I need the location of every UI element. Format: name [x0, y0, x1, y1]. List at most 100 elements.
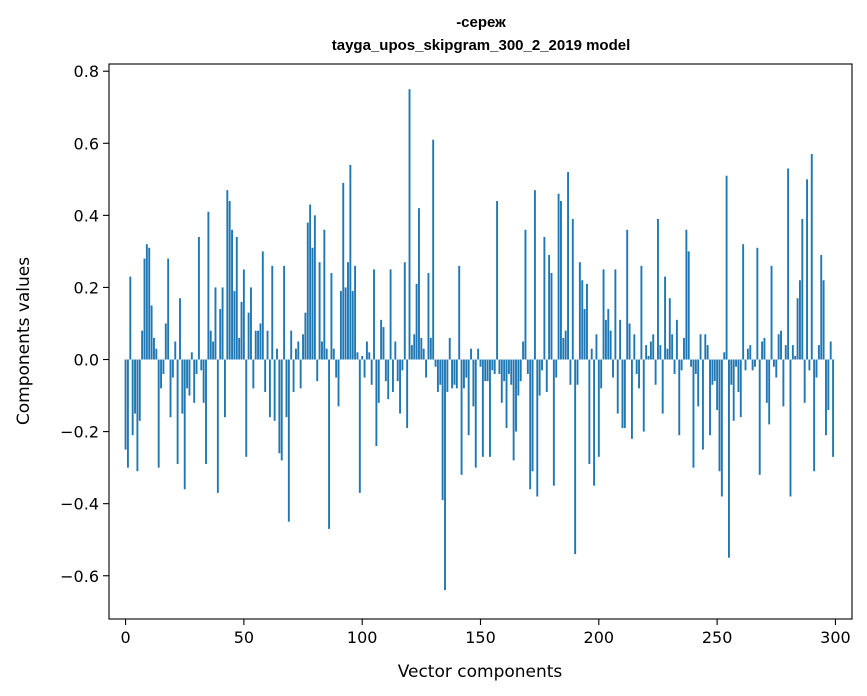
bar-231	[671, 334, 674, 360]
bar-179	[548, 255, 551, 360]
y-tick-label: 0.8	[74, 62, 99, 81]
bar-122	[413, 334, 416, 360]
bar-239	[690, 359, 693, 367]
bar-189	[571, 218, 574, 360]
bar-209	[619, 319, 622, 360]
x-tick-label: 100	[347, 628, 378, 647]
bar-290	[810, 154, 813, 360]
bar-107	[377, 359, 380, 403]
bar-176	[541, 359, 543, 371]
bar-204	[607, 309, 610, 360]
y-tick-label: −0.4	[60, 495, 99, 514]
bar-23	[179, 298, 181, 360]
bar-266	[754, 359, 756, 367]
bar-115	[396, 359, 399, 382]
bar-177	[543, 236, 546, 360]
bar-267	[756, 247, 759, 360]
bar-52	[247, 312, 250, 360]
bar-32	[200, 359, 203, 371]
bar-271	[765, 359, 768, 403]
bar-296	[825, 359, 827, 436]
bar-71	[292, 359, 295, 392]
bar-80	[313, 215, 316, 360]
bar-75	[302, 334, 304, 360]
bar-298	[829, 341, 832, 360]
bar-280	[787, 168, 790, 360]
bar-10	[148, 247, 151, 360]
bar-234	[678, 359, 681, 436]
bar-141	[458, 265, 461, 360]
bar-161	[505, 359, 508, 428]
bar-286	[801, 218, 804, 360]
bar-31	[197, 236, 200, 360]
bar-65	[278, 359, 281, 454]
bar-91	[339, 291, 342, 360]
bar-241	[694, 359, 697, 374]
bar-54	[252, 359, 255, 389]
bar-205	[609, 330, 612, 360]
bar-293	[817, 345, 820, 360]
bar-116	[399, 359, 401, 414]
bar-88	[332, 348, 335, 360]
bar-13	[155, 348, 158, 360]
x-tick-label: 250	[702, 628, 733, 647]
bar-150	[479, 359, 482, 367]
bar-25	[183, 359, 186, 490]
bar-186	[564, 330, 567, 360]
bar-182	[555, 359, 558, 378]
bar-142	[460, 359, 463, 475]
bar-192	[578, 262, 581, 360]
bar-145	[467, 359, 470, 436]
bar-7	[141, 330, 144, 360]
bar-276	[777, 334, 780, 360]
bar-58	[261, 251, 264, 360]
bar-221	[647, 355, 650, 360]
bar-211	[623, 359, 626, 428]
bar-206	[612, 359, 614, 378]
bar-185	[562, 337, 565, 360]
bar-24	[181, 359, 184, 414]
bar-169	[524, 229, 527, 360]
bar-268	[758, 359, 761, 475]
bar-117	[401, 359, 404, 371]
bar-82	[318, 262, 321, 360]
bar-200	[597, 359, 600, 457]
bar-218	[640, 265, 643, 360]
bar-196	[588, 359, 591, 465]
bar-163	[510, 359, 513, 385]
bar-197	[590, 348, 593, 360]
bar-240	[692, 359, 695, 468]
bar-14	[157, 359, 160, 468]
y-axis-label: Components values	[14, 257, 34, 425]
bar-97	[354, 265, 357, 360]
bar-43	[226, 190, 229, 360]
chart-title-line1: -сереж	[456, 14, 506, 31]
bar-18	[167, 258, 170, 360]
bar-57	[259, 323, 262, 360]
bar-45	[231, 229, 233, 360]
bar-245	[704, 334, 707, 360]
bar-125	[420, 337, 423, 360]
bar-87	[330, 273, 333, 360]
bar-143	[462, 359, 465, 389]
bar-223	[652, 334, 655, 360]
bar-250	[716, 359, 719, 410]
bar-15	[160, 359, 162, 389]
bar-124	[418, 208, 420, 360]
bar-8	[143, 258, 146, 360]
bar-90	[337, 359, 340, 407]
bar-140	[455, 359, 458, 389]
bar-77	[306, 222, 309, 360]
bar-76	[304, 312, 307, 360]
bar-156	[493, 359, 496, 374]
bar-265	[751, 359, 754, 371]
bar-49	[240, 301, 243, 360]
bar-100	[361, 355, 364, 360]
bar-275	[775, 359, 778, 378]
bar-103	[368, 352, 371, 360]
bar-281	[789, 359, 792, 497]
bar-79	[311, 247, 314, 360]
bar-184	[560, 200, 562, 360]
y-tick-label: 0.4	[74, 206, 99, 225]
